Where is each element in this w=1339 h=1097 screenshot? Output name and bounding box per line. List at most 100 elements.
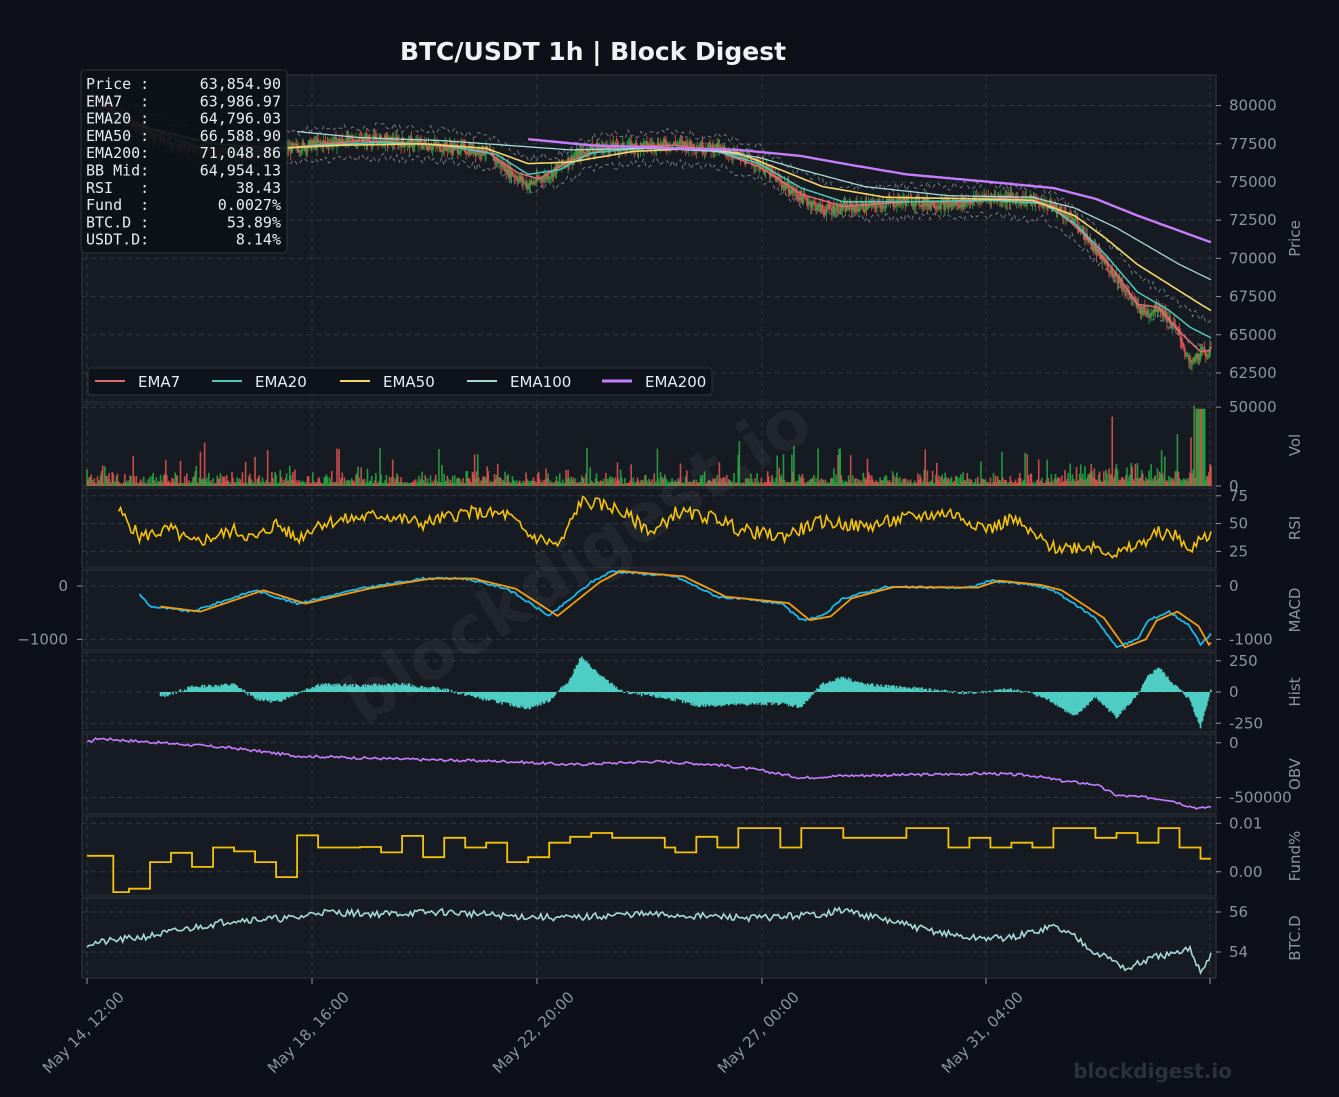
price-ytick-label-6: 65000: [1229, 326, 1277, 344]
histogram-bar: [878, 685, 880, 692]
volume-bar: [441, 464, 443, 486]
volume-bar: [1156, 468, 1159, 486]
histogram-bar: [695, 692, 698, 706]
volume-bar: [332, 483, 334, 486]
candle-body: [1195, 355, 1198, 359]
histogram-bar: [385, 686, 388, 692]
volume-bar: [337, 483, 339, 486]
volume-bar: [933, 483, 936, 486]
volume-bar: [438, 449, 440, 486]
histogram-bar: [757, 692, 760, 705]
candle-body: [454, 144, 457, 146]
histogram-bar: [246, 692, 249, 696]
volume-bar: [1151, 478, 1153, 486]
histogram-bar: [939, 690, 941, 692]
volume-bar: [1126, 467, 1128, 486]
candle-body: [1068, 211, 1071, 219]
candle-body: [468, 148, 471, 155]
volume-bar: [702, 482, 705, 486]
histogram-bar: [233, 683, 235, 692]
histogram-bar: [1083, 692, 1085, 708]
volume-bar: [811, 479, 813, 486]
candle-body: [1045, 200, 1047, 205]
volume-bar: [1001, 451, 1003, 486]
volume-bar: [304, 481, 307, 486]
volume-bar: [86, 469, 88, 486]
histogram-bar: [1028, 692, 1031, 694]
volume-bar: [1076, 481, 1079, 486]
candle-body: [1156, 311, 1159, 313]
volume-bar: [1016, 482, 1019, 486]
volume-bar: [493, 474, 496, 486]
volume-bar: [136, 483, 139, 486]
volume-bar: [700, 478, 703, 486]
price-ytick-label-3: 72500: [1229, 211, 1277, 229]
histogram-bar: [298, 692, 300, 693]
volume-bar: [589, 467, 591, 486]
volume-bar: [113, 481, 116, 486]
histogram-bar: [509, 692, 512, 707]
volume-bar: [1021, 482, 1023, 486]
candle-body: [490, 150, 493, 153]
histogram-bar: [534, 692, 537, 707]
volume-bar: [821, 480, 824, 486]
histogram-bar: [1057, 692, 1060, 706]
candle-body: [1138, 307, 1141, 313]
volume-bar: [666, 480, 668, 486]
volume-bar: [1133, 480, 1136, 486]
volume-bar: [1098, 471, 1101, 486]
candle-body: [496, 158, 499, 164]
volume-bar: [1037, 459, 1040, 486]
volume-bar: [237, 482, 240, 486]
volume-bar: [1117, 481, 1120, 486]
histogram-bar: [346, 685, 349, 692]
candle-body: [424, 141, 427, 144]
histogram-bar: [198, 687, 201, 692]
info-box-frame: [80, 69, 288, 254]
candle-body: [1210, 347, 1212, 349]
volume-bar: [856, 483, 858, 486]
candle-body: [947, 203, 950, 208]
volume-bar: [1097, 474, 1100, 486]
histogram-bar: [1110, 692, 1113, 711]
histogram-bar: [884, 684, 887, 692]
fund-ylabel: Fund%: [1286, 831, 1304, 882]
histogram-bar: [667, 692, 669, 699]
histogram-bar: [391, 684, 394, 692]
volume-bar: [842, 483, 845, 486]
histogram-bar: [164, 692, 167, 694]
volume-bar: [162, 475, 165, 486]
volume-bar: [988, 483, 991, 486]
volume-bar: [960, 474, 962, 486]
histogram-bar: [316, 685, 318, 692]
histogram-bar: [259, 692, 262, 701]
histogram-bar: [1205, 692, 1208, 706]
volume-bar: [122, 481, 125, 486]
histogram-bar: [809, 692, 812, 697]
volume-bar: [891, 471, 894, 486]
candle-body: [911, 205, 914, 207]
volume-bar: [927, 482, 930, 486]
volume-bar: [535, 482, 538, 486]
candle-body: [423, 141, 426, 145]
histogram-bar: [812, 692, 814, 695]
volume-bar: [276, 483, 278, 486]
macd-ylabel: MACD: [1286, 588, 1304, 633]
volume-bar: [605, 473, 607, 486]
histogram-bar: [226, 685, 229, 692]
histogram-bar: [470, 692, 473, 697]
histogram-bar: [375, 683, 377, 692]
volume-bar: [298, 479, 300, 486]
volume-bar: [422, 479, 424, 486]
volume-bar: [203, 442, 206, 486]
histogram-bar: [161, 692, 164, 695]
histogram-bar: [866, 683, 869, 692]
legend-label-ema100: EMA100: [510, 373, 571, 391]
histogram-bar: [537, 692, 540, 705]
histogram-bar: [1055, 692, 1058, 704]
histogram-bar: [599, 675, 602, 692]
volume-bar: [404, 483, 407, 486]
histogram-bar: [719, 692, 722, 706]
histogram-bar: [340, 686, 343, 692]
histogram-bar: [628, 692, 630, 695]
